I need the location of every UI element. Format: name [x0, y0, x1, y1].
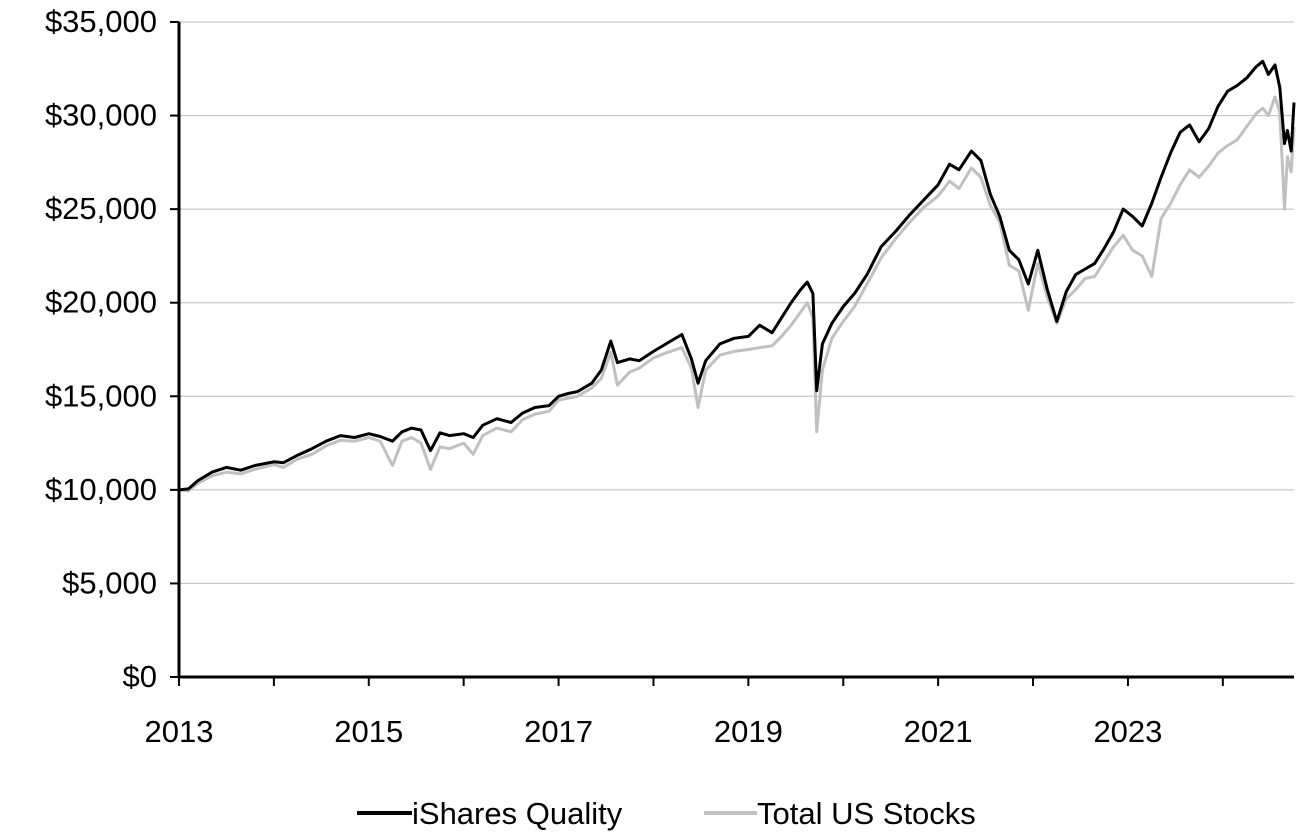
x-tick-label: 2013: [145, 714, 214, 749]
x-tick-label: 2017: [524, 714, 593, 749]
axes: [177, 22, 1294, 679]
gridlines: [179, 21, 1294, 584]
y-tick-label: $15,000: [45, 378, 157, 413]
y-tick-label: $5,000: [62, 565, 157, 600]
x-tick-label: 2021: [904, 714, 973, 749]
x-tick-label: 2023: [1093, 714, 1162, 749]
y-tick-label: $30,000: [45, 98, 157, 133]
legend-label: Total US Stocks: [757, 796, 976, 831]
x-axis-ticks: 2013 2015 2017 2019 2021 2023: [145, 677, 1224, 749]
y-axis-ticks: $0 $5,000 $10,000 $15,000 $20,000 $25,000 $30,…: [45, 4, 179, 694]
series-line-ishares-quality: [178, 59, 1296, 492]
x-tick-label: 2019: [714, 714, 783, 749]
y-tick-label: $35,000: [45, 4, 157, 39]
y-tick-label: $10,000: [45, 472, 157, 507]
x-tick-label: 2015: [334, 714, 403, 749]
y-tick-label: $20,000: [45, 285, 157, 320]
series-line-total-us-stocks: [178, 95, 1296, 493]
legend-label: iShares Quality: [412, 796, 623, 831]
y-tick-label: $25,000: [45, 191, 157, 226]
y-tick-label: $0: [123, 659, 157, 694]
series-lines: [178, 59, 1296, 493]
legend: iShares Quality Total US Stocks: [357, 796, 976, 831]
